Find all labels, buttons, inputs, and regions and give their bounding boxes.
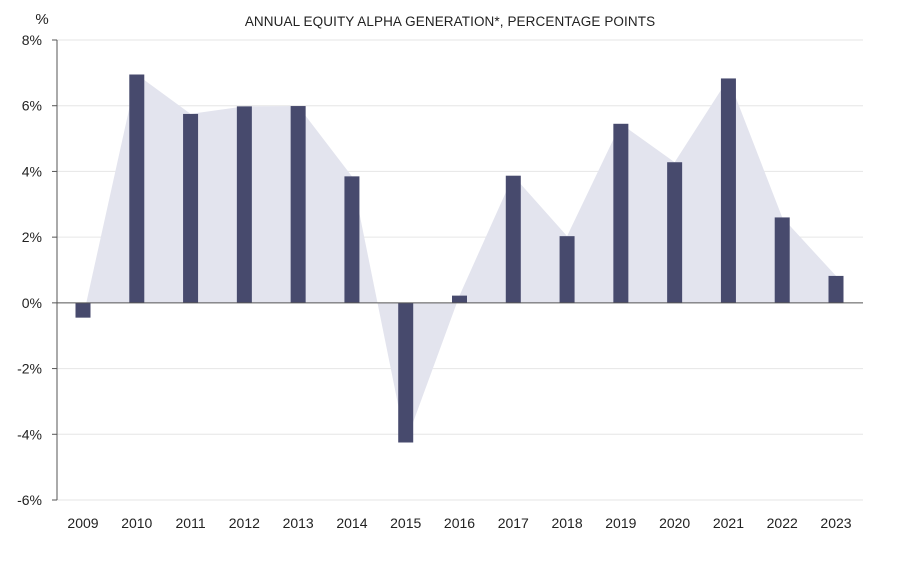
bar-2021	[720, 78, 736, 303]
y-tick-label-2: 4%	[22, 163, 42, 179]
y-tick-label-5: -2%	[17, 361, 42, 377]
x-tick-label-2021: 2021	[713, 515, 744, 531]
x-tick-label-2012: 2012	[229, 515, 260, 531]
x-tick-label-2022: 2022	[767, 515, 798, 531]
bar-2010	[129, 74, 145, 303]
x-tick-label-2014: 2014	[336, 515, 367, 531]
x-tick-label-2011: 2011	[176, 515, 206, 531]
x-tick-label-2019: 2019	[605, 515, 636, 531]
bar-2011	[183, 113, 199, 303]
y-tick-label-0: 8%	[22, 32, 42, 48]
bar-2023	[828, 275, 844, 303]
y-tick-labels: 8% 6% 4% 2% 0% -2% -4% -6%	[17, 32, 42, 508]
bar-2022	[774, 217, 790, 303]
x-tick-label-2018: 2018	[551, 515, 582, 531]
bar-2012	[236, 106, 252, 303]
bar-2016	[452, 295, 467, 303]
y-tick-label-3: 2%	[22, 229, 42, 245]
bar-2017	[505, 175, 521, 303]
x-tick-label-2023: 2023	[820, 515, 851, 531]
x-tick-label-2020: 2020	[659, 515, 690, 531]
y-tick-label-1: 6%	[22, 98, 42, 114]
bars	[75, 74, 844, 443]
y-unit-label: %	[35, 11, 48, 28]
bar-2018	[559, 236, 575, 303]
bar-2015	[398, 302, 414, 443]
bar-2019	[613, 123, 629, 303]
x-tick-label-2017: 2017	[498, 515, 529, 531]
chart-title: ANNUAL EQUITY ALPHA GENERATION*, PERCENT…	[245, 14, 655, 29]
x-tick-label-2013: 2013	[283, 515, 314, 531]
x-tick-label-2009: 2009	[67, 515, 98, 531]
x-tick-labels: 2009 2010 2011 2012 2013 2014 2015 2016 2017 2018…	[67, 515, 851, 531]
x-tick-label-2010: 2010	[121, 515, 152, 531]
bar-2013	[290, 106, 306, 303]
bar-2020	[667, 162, 683, 303]
y-tick-label-6: -4%	[17, 426, 42, 442]
y-tick-label-4: 0%	[22, 295, 42, 311]
bar-2009	[75, 302, 91, 318]
x-tick-label-2016: 2016	[444, 515, 475, 531]
bar-2014	[344, 176, 360, 303]
axes	[52, 39, 863, 501]
y-tick-label-7: -6%	[17, 492, 42, 508]
area-shape	[83, 74, 836, 443]
x-tick-label-2015: 2015	[390, 515, 421, 531]
area-overlay	[83, 74, 836, 443]
